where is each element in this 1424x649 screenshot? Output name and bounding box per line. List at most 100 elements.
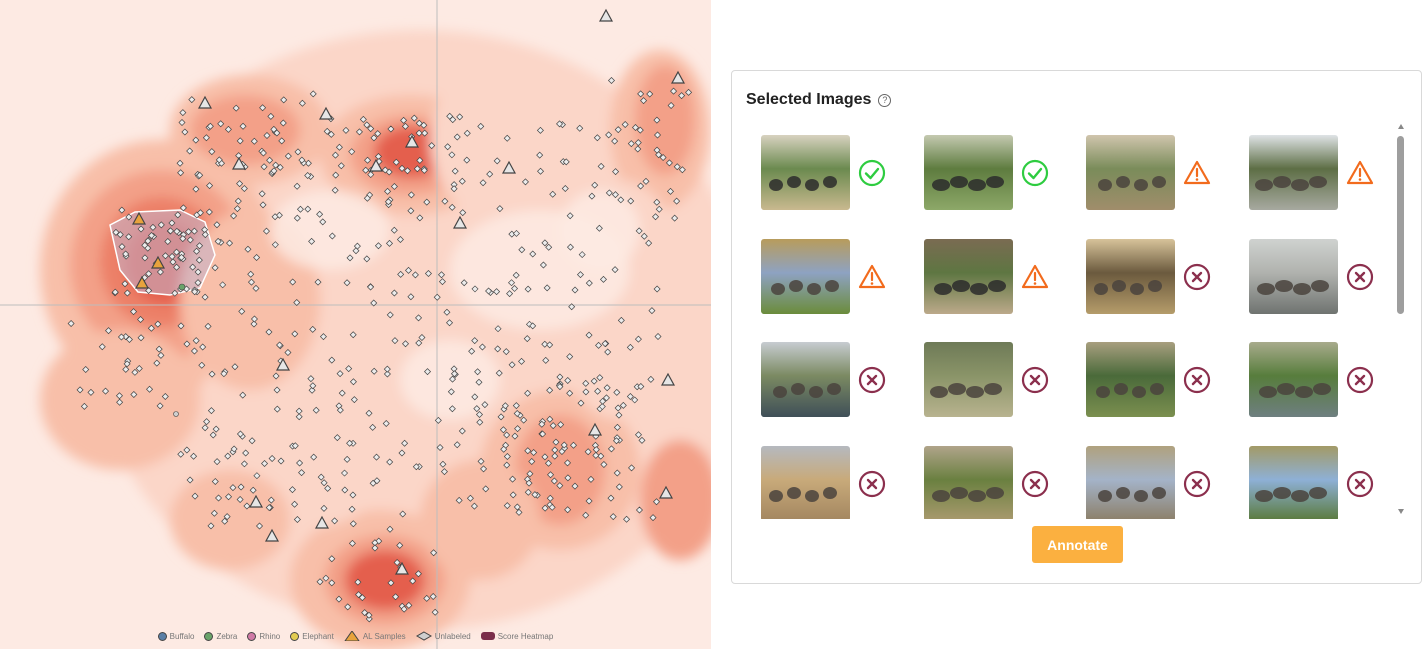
x-circle-icon[interactable] (1346, 366, 1374, 394)
unlabeled-point (566, 389, 574, 397)
check-circle-icon[interactable] (1021, 159, 1049, 187)
unlabeled-point (118, 206, 126, 214)
annotate-button[interactable]: Annotate (1032, 526, 1123, 563)
al-sample-triangle[interactable] (501, 160, 517, 174)
al-sample-triangle[interactable] (314, 515, 330, 529)
x-circle-icon[interactable] (1021, 366, 1049, 394)
x-circle-icon[interactable] (858, 470, 886, 498)
x-circle-icon[interactable] (858, 366, 886, 394)
image-thumbnail[interactable] (761, 445, 850, 519)
al-sample-triangle[interactable] (670, 70, 686, 84)
warning-triangle-icon[interactable] (858, 263, 886, 291)
image-card[interactable] (1248, 238, 1389, 315)
image-thumbnail[interactable] (761, 135, 850, 210)
x-circle-icon[interactable] (1183, 366, 1211, 394)
legend-item[interactable]: Elephant (290, 631, 334, 641)
al-sample-triangle[interactable] (231, 156, 247, 170)
question-circle-icon[interactable]: ? (878, 93, 892, 107)
legend-item[interactable]: Unlabeled (415, 631, 471, 641)
al-sample-triangle[interactable] (394, 561, 410, 575)
warning-triangle-icon[interactable] (1021, 263, 1049, 291)
image-card[interactable] (923, 342, 1064, 418)
unlabeled-point (343, 279, 351, 287)
x-circle-icon[interactable] (1021, 470, 1049, 498)
image-card[interactable] (1086, 342, 1226, 418)
unlabeled-point (439, 460, 447, 468)
legend-item[interactable]: Buffalo (157, 631, 194, 641)
unlabeled-point (415, 339, 423, 347)
al-sample-triangle[interactable] (134, 275, 150, 289)
unlabeled-point (137, 225, 145, 233)
al-sample-triangle[interactable] (587, 422, 603, 436)
image-card[interactable] (761, 135, 901, 211)
image-thumbnail[interactable] (761, 238, 850, 314)
image-thumbnail[interactable] (761, 342, 850, 417)
check-circle-icon[interactable] (858, 159, 886, 187)
al-sample-triangle[interactable] (131, 211, 147, 225)
image-thumbnail[interactable] (1248, 238, 1338, 314)
image-card[interactable] (923, 135, 1064, 211)
image-card[interactable] (1248, 135, 1389, 211)
image-thumbnail[interactable] (1086, 445, 1175, 519)
image-thumbnail[interactable] (923, 135, 1013, 210)
scroll-up-arrow-icon[interactable] (1398, 124, 1404, 129)
image-card[interactable] (1248, 445, 1389, 519)
unlabeled-point (234, 197, 242, 205)
image-thumbnail[interactable] (1248, 445, 1338, 519)
al-sample-triangle[interactable] (275, 357, 291, 371)
image-card[interactable] (1086, 445, 1226, 519)
image-card[interactable] (923, 238, 1064, 315)
al-sample-triangle[interactable] (660, 372, 676, 386)
scroll-down-arrow-icon[interactable] (1398, 509, 1404, 514)
x-circle-icon[interactable] (1346, 470, 1374, 498)
warning-triangle-icon[interactable] (1346, 159, 1374, 187)
warning-triangle-icon[interactable] (1183, 159, 1211, 187)
unlabeled-point (155, 345, 163, 353)
image-thumbnail[interactable] (923, 445, 1013, 519)
al-sample-triangle[interactable] (318, 106, 334, 120)
x-circle-icon[interactable] (1183, 263, 1211, 291)
al-sample-triangle[interactable] (264, 528, 280, 542)
image-card[interactable] (1086, 238, 1226, 315)
al-sample-triangle[interactable] (197, 95, 213, 109)
al-sample-triangle[interactable] (452, 215, 468, 229)
legend-item[interactable]: Rhino (247, 631, 280, 641)
unlabeled-point (594, 387, 602, 395)
al-samples[interactable] (131, 8, 686, 575)
al-sample-triangle[interactable] (150, 255, 166, 269)
image-thumbnail[interactable] (1248, 342, 1338, 417)
image-card[interactable] (1248, 342, 1389, 418)
image-thumbnail[interactable] (1086, 238, 1175, 314)
al-sample-triangle[interactable] (404, 134, 420, 148)
unlabeled-point (653, 285, 661, 293)
image-card[interactable] (1086, 135, 1226, 211)
unlabeled-point (566, 353, 574, 361)
al-sample-triangle[interactable] (598, 8, 614, 22)
embedding-scatter-plot[interactable] (0, 0, 711, 649)
unlabeled-point (497, 413, 505, 421)
unlabeled-point (613, 423, 621, 431)
image-thumbnail[interactable] (1086, 135, 1175, 210)
scrollbar-thumb[interactable] (1397, 136, 1404, 314)
x-circle-icon[interactable] (1183, 470, 1211, 498)
al-sample-triangle[interactable] (368, 158, 384, 172)
image-thumbnail[interactable] (1248, 135, 1338, 210)
image-thumbnail[interactable] (1086, 342, 1175, 417)
x-circle-icon[interactable] (1346, 263, 1374, 291)
legend-item[interactable]: Zebra (204, 631, 237, 641)
image-card[interactable] (761, 342, 901, 418)
legend-item[interactable]: Score Heatmap (480, 631, 553, 641)
unlabeled-point (324, 484, 332, 492)
image-thumbnail[interactable] (923, 342, 1013, 417)
image-card[interactable] (923, 445, 1064, 519)
al-sample-triangle[interactable] (658, 485, 674, 499)
image-card[interactable] (761, 238, 901, 315)
legend-item[interactable]: AL Samples (344, 631, 406, 641)
image-card[interactable] (761, 445, 901, 519)
scrollbar[interactable] (1395, 124, 1407, 514)
unlabeled-point (541, 504, 549, 512)
al-sample-triangle[interactable] (248, 494, 264, 508)
unlabeled-point (207, 407, 215, 415)
image-thumbnail[interactable] (923, 238, 1013, 314)
unlabeled-point (266, 156, 274, 164)
